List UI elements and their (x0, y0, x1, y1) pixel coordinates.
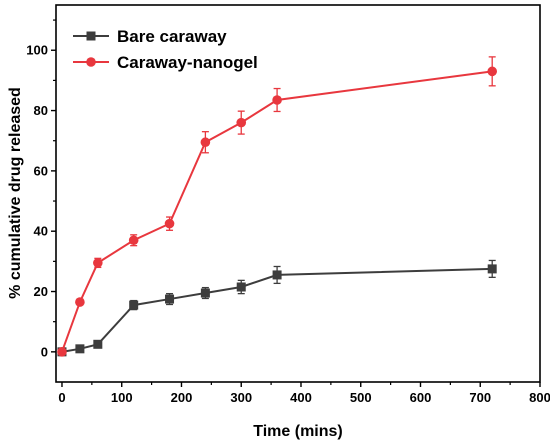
x-tick-label-5: 500 (350, 390, 372, 405)
series-1 (57, 56, 497, 357)
x-tick-label-1: 100 (111, 390, 133, 405)
data-point-1-7 (272, 95, 282, 105)
data-point-1-3 (128, 235, 139, 246)
legend: Bare caraway Caraway-nanogel (73, 27, 258, 72)
data-point-1-1 (75, 297, 85, 307)
data-point-0-6 (236, 282, 246, 292)
data-point-0-4 (165, 294, 175, 304)
legend-label-1: Caraway-nanogel (117, 53, 258, 72)
data-point-1-0 (57, 347, 67, 357)
y-tick-label-0: 0 (41, 344, 48, 359)
x-tick-label-3: 300 (230, 390, 252, 405)
legend-label-0: Bare caraway (117, 27, 227, 46)
legend-marker-0 (86, 31, 96, 41)
plot-frame (55, 4, 541, 383)
data-point-0-3 (129, 300, 139, 310)
x-tick-label-4: 400 (290, 390, 312, 405)
x-tick-label-2: 200 (171, 390, 193, 405)
data-point-0-5 (200, 288, 210, 298)
x-tick-label-7: 700 (469, 390, 491, 405)
data-point-1-8 (487, 66, 497, 77)
y-tick-label-1: 20 (34, 284, 48, 299)
x-tick-label-0: 0 (58, 390, 65, 405)
y-axis-title: % cumulative drug released (7, 87, 24, 299)
data-point-1-4 (164, 218, 175, 229)
x-tick-label-8: 800 (529, 390, 550, 405)
data-point-0-2 (93, 339, 103, 349)
x-tick-label-6: 600 (410, 390, 432, 405)
axis-ticks: 0 100 200 300 400 500 600 700 800 0 20 40 60 80 100 (26, 19, 550, 405)
x-axis-title: Time (mins) (253, 423, 343, 440)
plot-area (57, 56, 497, 357)
y-tick-label-5: 100 (26, 43, 48, 58)
y-tick-label-4: 80 (34, 103, 48, 118)
data-point-1-5 (200, 137, 211, 148)
data-point-1-2 (93, 258, 103, 268)
data-point-0-8 (487, 264, 497, 274)
y-tick-label-3: 60 (34, 163, 48, 178)
data-point-0-7 (272, 270, 282, 280)
legend-marker-1 (86, 57, 96, 67)
data-point-1-6 (236, 117, 247, 128)
y-tick-label-2: 40 (34, 224, 48, 239)
series-0 (57, 259, 497, 357)
data-point-0-1 (75, 344, 85, 354)
series-line-1 (61, 70, 493, 353)
